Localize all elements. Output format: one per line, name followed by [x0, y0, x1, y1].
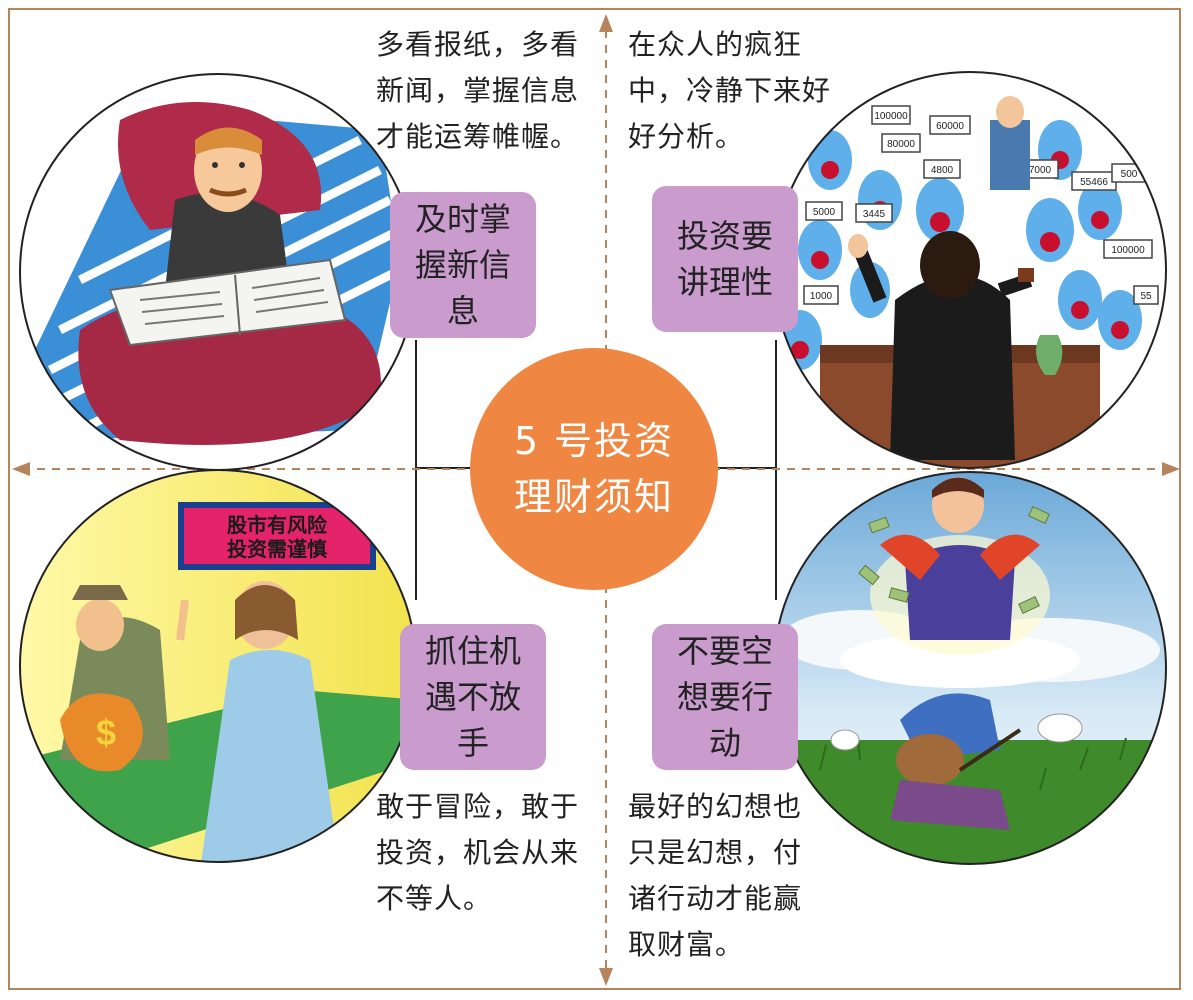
tag-invest-rationally: 投资要讲理性 [652, 186, 798, 332]
bid-label: 7000 [1029, 165, 1052, 176]
money-bag-symbol: $ [96, 712, 116, 753]
note-seize-opportunity: 敢于冒险，敢于投资，机会从来不等人。 [376, 790, 580, 915]
center-title: 5 号投资理财须知 [513, 419, 675, 519]
tag-label: 不要空想要行动 [676, 632, 773, 762]
warning-sign-line: 投资需谨慎 [227, 537, 327, 561]
bid-label: 3445 [863, 209, 886, 220]
bid-label: 500 [1121, 169, 1138, 180]
tag-stay-informed: 及时掌握新信息 [390, 192, 536, 338]
daydream-illustration [773, 471, 1167, 865]
note-take-action: 最好的幻想也只是幻想，付诸行动才能赢取财富。 [628, 790, 803, 961]
tag-label: 抓住机遇不放手 [424, 632, 521, 762]
bid-label: 5000 [813, 207, 836, 218]
tag-label: 及时掌握新信息 [414, 200, 511, 330]
bid-label: 55466 [1080, 177, 1108, 188]
note-stay-informed: 多看报纸，多看新闻，掌握信息才能运筹帷幄。 [376, 28, 580, 153]
bid-label: 100000 [874, 111, 908, 122]
reading-man-illustration [19, 73, 417, 471]
warning-sign-line: 股市有风险 [227, 513, 328, 537]
risk-advice-illustration: $ 股市有风险 投资需谨慎 [19, 469, 417, 863]
auction-illustration: 100000 60000 80000 4800 7000 55466 500 5… [773, 71, 1167, 469]
bid-label: 4800 [931, 165, 954, 176]
tag-seize-opportunity: 抓住机遇不放手 [400, 624, 546, 770]
bid-label: 80000 [887, 139, 915, 150]
bid-label: 1000 [810, 291, 833, 302]
tag-label: 投资要讲理性 [676, 217, 773, 301]
tag-take-action: 不要空想要行动 [652, 624, 798, 770]
bid-label: 100000 [1111, 245, 1145, 256]
bid-label: 60000 [936, 121, 964, 132]
outer-frame [8, 8, 1181, 990]
bid-label: 55 [1140, 291, 1152, 302]
bid-signs [803, 105, 1159, 305]
note-invest-rationally: 在众人的疯狂中，冷静下来好好分析。 [628, 28, 832, 153]
center-title-circle: 5 号投资理财须知 [470, 348, 718, 590]
